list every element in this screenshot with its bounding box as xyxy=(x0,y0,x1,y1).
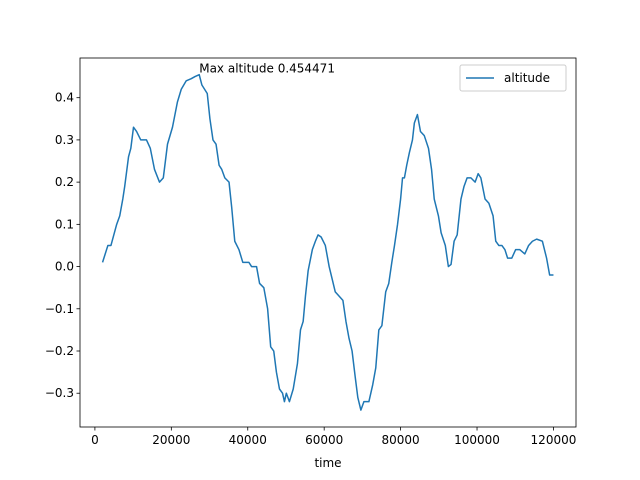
y-tick-label: 0.3 xyxy=(55,133,74,147)
y-tick-label: 0.2 xyxy=(55,175,74,189)
x-tick-label: 120000 xyxy=(531,433,577,447)
y-tick-label: −0.3 xyxy=(45,386,74,400)
y-tick-label: −0.2 xyxy=(45,344,74,358)
legend-label: altitude xyxy=(504,71,550,85)
y-tick-label: 0.4 xyxy=(55,91,74,105)
x-tick-label: 60000 xyxy=(305,433,343,447)
x-tick-label: 80000 xyxy=(382,433,420,447)
x-tick-label: 0 xyxy=(91,433,99,447)
y-tick-label: −0.1 xyxy=(45,302,74,316)
legend-box xyxy=(459,64,567,92)
y-tick-label: 0.1 xyxy=(55,217,74,231)
line xyxy=(101,73,554,411)
x-tick-label: 20000 xyxy=(152,433,190,447)
x-axis-label: time xyxy=(314,456,341,470)
annotation: Max altitude 0.454471 xyxy=(199,62,335,76)
x-tick-label: 40000 xyxy=(229,433,267,447)
y-tick-label: 0.0 xyxy=(55,260,74,274)
x-tick-label: 100000 xyxy=(454,433,500,447)
axes-frame xyxy=(79,57,577,428)
